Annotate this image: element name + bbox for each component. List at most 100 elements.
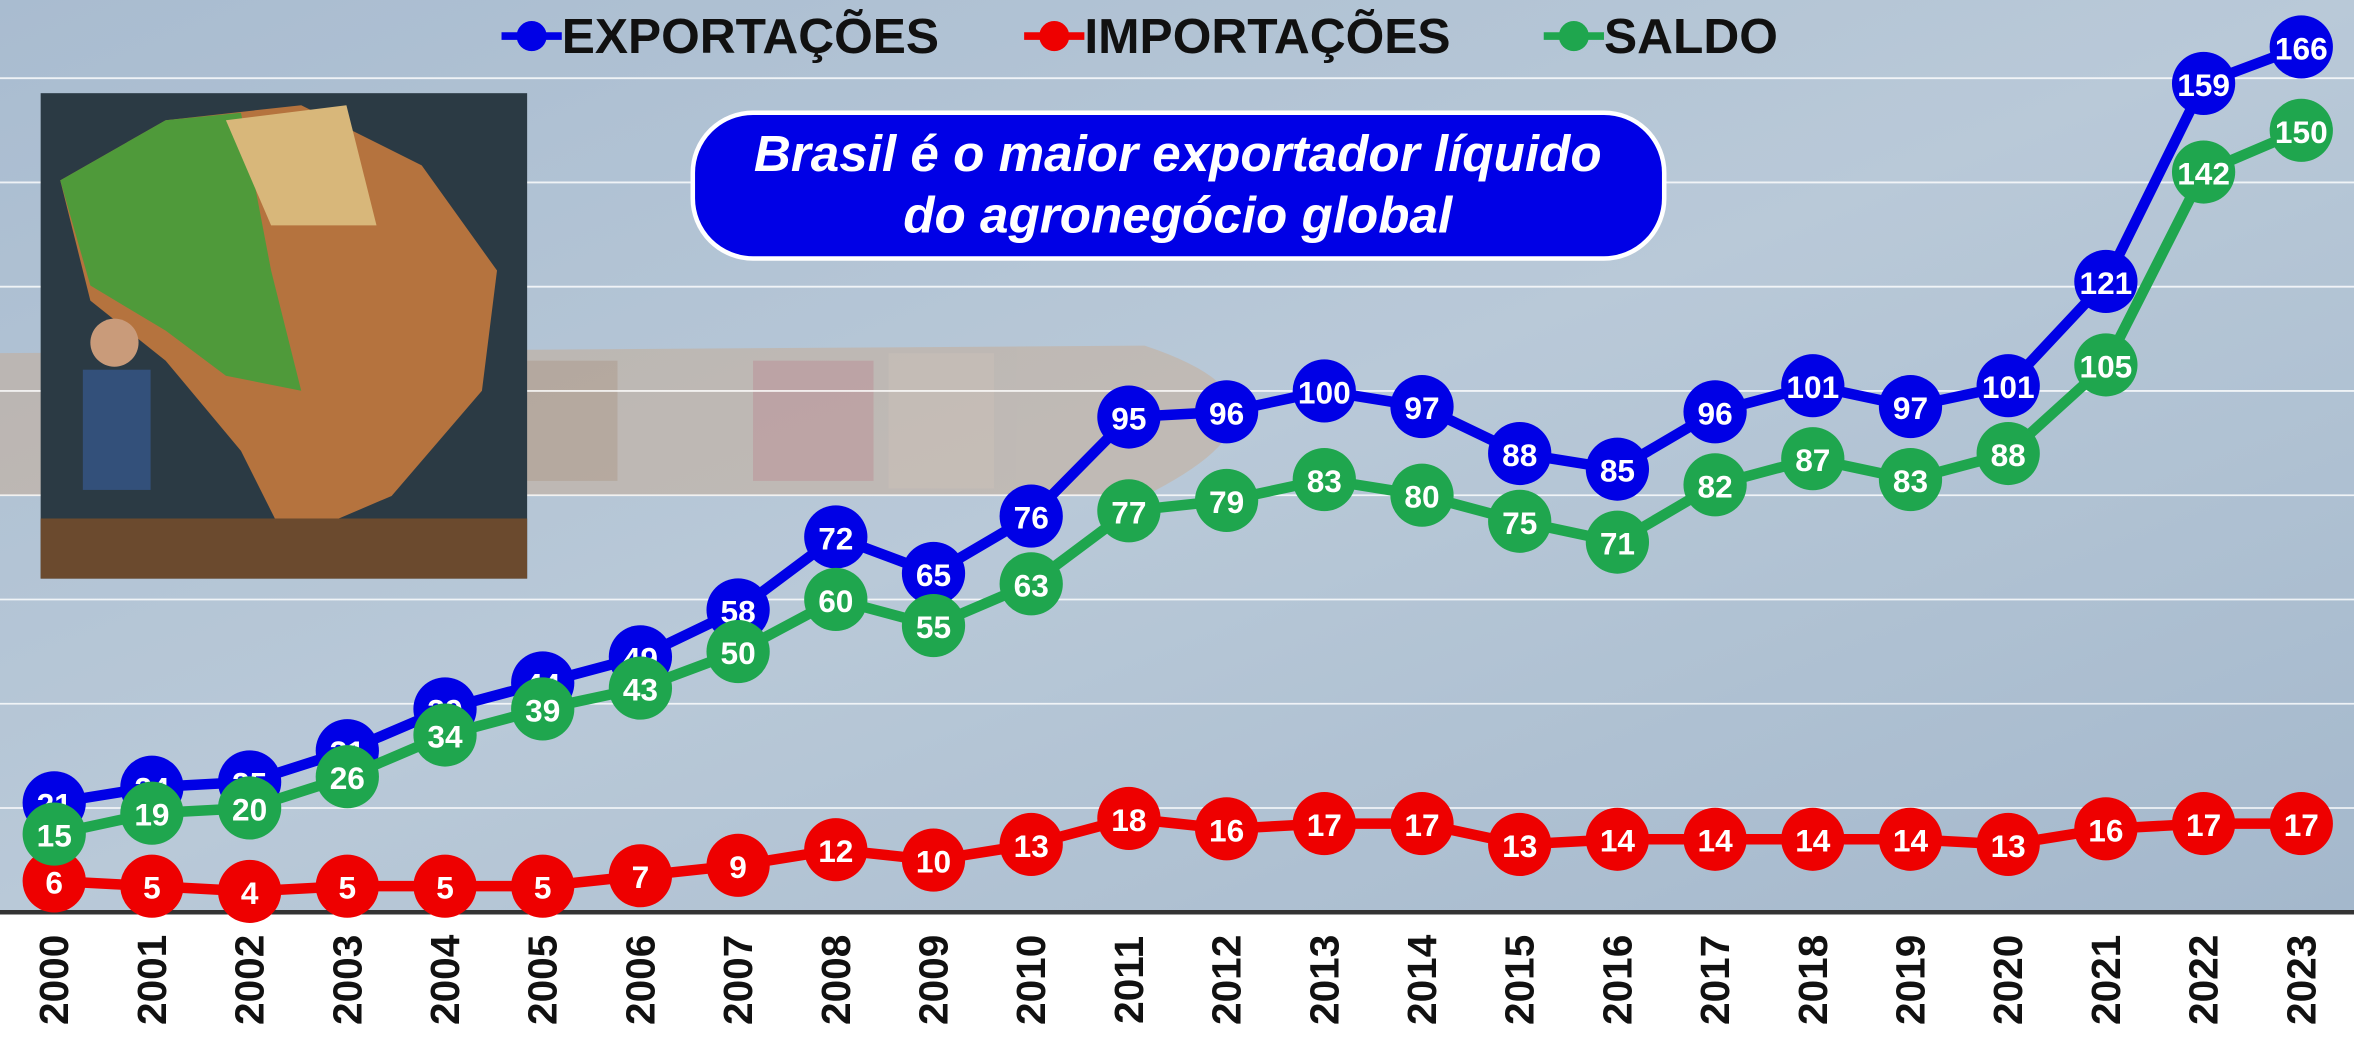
data-label: 75: [1502, 505, 1537, 541]
data-label: 20: [232, 792, 267, 828]
x-tick-label: 2016: [1594, 935, 1640, 1025]
x-tick-label: 2012: [1204, 935, 1250, 1025]
page: Brasil é o maior exportador líquido do a…: [0, 0, 2354, 1049]
data-label: 87: [1795, 442, 1830, 478]
data-label: 83: [1893, 463, 1928, 499]
data-label: 101: [1982, 369, 2035, 405]
data-label: 5: [436, 870, 454, 906]
data-label: 39: [525, 692, 560, 728]
data-label: 71: [1600, 526, 1635, 562]
data-label: 17: [2284, 807, 2319, 843]
data-label: 50: [721, 635, 756, 671]
title-box: Brasil é o maior exportador líquido do a…: [693, 113, 1664, 259]
data-label: 15: [37, 818, 72, 854]
x-tick-label: 2000: [31, 935, 77, 1025]
x-tick-label: 2002: [227, 935, 273, 1025]
x-tick-label: 2020: [1985, 935, 2031, 1025]
x-tick-label: 2010: [1008, 935, 1054, 1025]
x-tick-label: 2014: [1399, 934, 1445, 1025]
data-label: 26: [330, 760, 365, 796]
data-label: 16: [1209, 812, 1244, 848]
x-tick-label: 2021: [2083, 935, 2129, 1025]
data-label: 79: [1209, 484, 1244, 520]
x-tick-label: 2023: [2278, 935, 2324, 1025]
data-label: 100: [1298, 374, 1351, 410]
inset-image: [41, 93, 527, 578]
data-label: 88: [1502, 437, 1537, 473]
data-label: 7: [632, 859, 650, 895]
data-label: 34: [427, 719, 463, 755]
x-tick-label: 2017: [1692, 935, 1738, 1025]
x-tick-label: 2022: [2181, 935, 2227, 1025]
data-label: 17: [2186, 807, 2221, 843]
x-tick-label: 2013: [1301, 935, 1347, 1025]
data-label: 76: [1014, 500, 1049, 536]
data-label: 13: [1991, 828, 2026, 864]
data-label: 159: [2177, 67, 2230, 103]
data-label: 9: [729, 849, 747, 885]
data-label: 80: [1404, 479, 1439, 515]
data-label: 60: [818, 583, 853, 619]
data-label: 13: [1502, 828, 1537, 864]
data-label: 17: [1404, 807, 1439, 843]
x-tick-label: 2007: [715, 935, 761, 1025]
data-label: 105: [2080, 348, 2133, 384]
data-label: 4: [241, 875, 259, 911]
data-label: 5: [534, 870, 552, 906]
legend-label: IMPORTAÇÕES: [1084, 7, 1450, 64]
data-label: 72: [818, 520, 853, 556]
data-label: 14: [1698, 823, 1734, 859]
chart-title: Brasil é o maior exportador líquido: [754, 125, 1602, 182]
data-label: 17: [1307, 807, 1342, 843]
legend-label: SALDO: [1604, 8, 1778, 64]
data-label: 83: [1307, 463, 1342, 499]
chart-title: do agronegócio global: [903, 186, 1454, 243]
x-tick-label: 2004: [422, 934, 468, 1025]
x-tick-label: 2018: [1790, 935, 1836, 1025]
legend-item: IMPORTAÇÕES: [1024, 7, 1450, 64]
data-label: 166: [2275, 30, 2328, 66]
data-label: 6: [45, 864, 63, 900]
data-label: 96: [1209, 395, 1244, 431]
x-tick-label: 2008: [813, 935, 859, 1025]
data-label: 101: [1786, 369, 1839, 405]
x-tick-label: 2009: [910, 935, 956, 1025]
data-label: 14: [1600, 823, 1636, 859]
data-label: 63: [1014, 567, 1049, 603]
x-tick-label: 2015: [1497, 935, 1543, 1025]
data-label: 85: [1600, 453, 1635, 489]
data-label: 121: [2080, 265, 2133, 301]
x-tick-label: 2005: [520, 935, 566, 1025]
x-tick-label: 2006: [617, 935, 663, 1025]
data-label: 150: [2275, 114, 2328, 150]
x-tick-label: 2019: [1887, 935, 1933, 1025]
data-label: 65: [916, 557, 951, 593]
data-label: 95: [1111, 401, 1146, 437]
data-label: 55: [916, 609, 951, 645]
data-label: 19: [134, 797, 169, 833]
data-label: 97: [1893, 390, 1928, 426]
legend-marker: [1559, 21, 1589, 51]
data-label: 96: [1698, 395, 1733, 431]
data-label: 16: [2088, 812, 2123, 848]
data-label: 14: [1893, 823, 1929, 859]
data-label: 18: [1111, 802, 1146, 838]
data-label: 77: [1111, 494, 1146, 530]
data-label: 82: [1698, 468, 1733, 504]
data-label: 10: [916, 844, 951, 880]
legend-item: EXPORTAÇÕES: [502, 7, 939, 64]
data-label: 5: [143, 870, 161, 906]
data-label: 14: [1795, 823, 1831, 859]
x-tick-label: 2003: [324, 935, 370, 1025]
data-label: 13: [1014, 828, 1049, 864]
chart: Brasil é o maior exportador líquido do a…: [0, 0, 2354, 1049]
data-label: 12: [818, 833, 853, 869]
legend-marker: [517, 21, 547, 51]
data-label: 97: [1404, 390, 1439, 426]
data-label: 5: [339, 870, 357, 906]
data-label: 88: [1991, 437, 2026, 473]
data-label: 142: [2177, 156, 2230, 192]
x-tick-label: 2011: [1106, 936, 1152, 1024]
x-tick-label: 2001: [129, 935, 175, 1025]
legend-label: EXPORTAÇÕES: [562, 7, 939, 64]
